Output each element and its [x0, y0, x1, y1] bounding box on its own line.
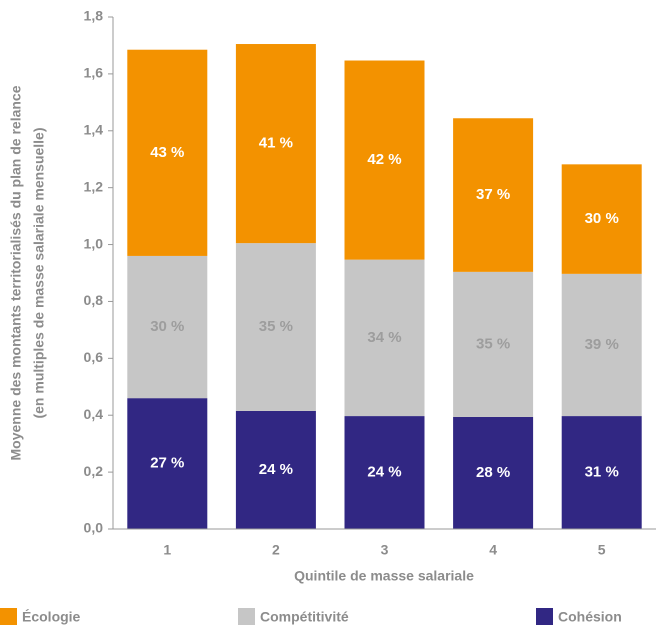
share-label: 28 %: [476, 464, 510, 481]
legend-swatch: [536, 608, 553, 625]
y-tick-label: 1,0: [84, 235, 104, 251]
legend-label: Cohésion: [558, 609, 622, 625]
y-axis-title: (en multiples de masse salariale mensuel…: [31, 127, 47, 418]
share-label: 31 %: [585, 464, 619, 481]
share-label: 24 %: [259, 461, 293, 478]
y-tick-label: 0,4: [84, 406, 104, 422]
y-tick-label: 0,6: [84, 349, 104, 365]
bar-segment: [453, 271, 534, 417]
bar-segment: [561, 416, 642, 529]
y-tick-label: 1,2: [84, 178, 104, 194]
bar-segment: [127, 398, 208, 529]
bar-segment: [344, 416, 425, 529]
share-label: 35 %: [476, 335, 510, 352]
x-tick-label: 5: [598, 542, 606, 558]
bar-segment: [561, 164, 642, 274]
share-label: 27 %: [150, 455, 184, 472]
bar-segment: [453, 416, 534, 529]
x-tick-label: 4: [489, 542, 497, 558]
share-label: 34 %: [367, 329, 401, 346]
bar-segment: [127, 49, 208, 256]
bar-segment: [344, 60, 425, 260]
share-label: 37 %: [476, 186, 510, 203]
y-tick-label: 1,4: [84, 121, 104, 137]
legend-swatch: [0, 608, 17, 625]
share-label: 30 %: [585, 210, 619, 227]
legend-label: Compétitivité: [260, 609, 349, 625]
y-axis-title: Moyenne des montants territorialisés du …: [8, 85, 24, 460]
y-tick-label: 0,2: [84, 463, 104, 479]
share-label: 30 %: [150, 318, 184, 335]
bar-segment: [561, 273, 642, 417]
share-label: 24 %: [367, 464, 401, 481]
x-tick-label: 1: [163, 542, 171, 558]
bar-segment: [235, 410, 316, 529]
bar-segment: [453, 118, 534, 272]
x-tick-label: 2: [272, 542, 280, 558]
x-axis-title: Quintile de masse salariale: [294, 568, 474, 584]
share-label: 35 %: [259, 318, 293, 335]
bar-segment: [127, 255, 208, 399]
bar-segment: [235, 243, 316, 411]
legend-swatch: [238, 608, 255, 625]
legend-label: Écologie: [22, 609, 81, 625]
share-label: 41 %: [259, 135, 293, 152]
y-tick-label: 0,0: [84, 520, 104, 536]
y-tick-label: 1,6: [84, 65, 104, 81]
share-label: 39 %: [585, 336, 619, 353]
y-tick-label: 1,8: [84, 8, 104, 24]
bar-segment: [235, 44, 316, 244]
bar-segment: [344, 259, 425, 417]
share-label: 42 %: [367, 151, 401, 168]
x-tick-label: 3: [381, 542, 389, 558]
share-label: 43 %: [150, 144, 184, 161]
y-axis-title-group: Moyenne des montants territorialisés du …: [8, 85, 47, 460]
y-tick-label: 0,8: [84, 292, 104, 308]
